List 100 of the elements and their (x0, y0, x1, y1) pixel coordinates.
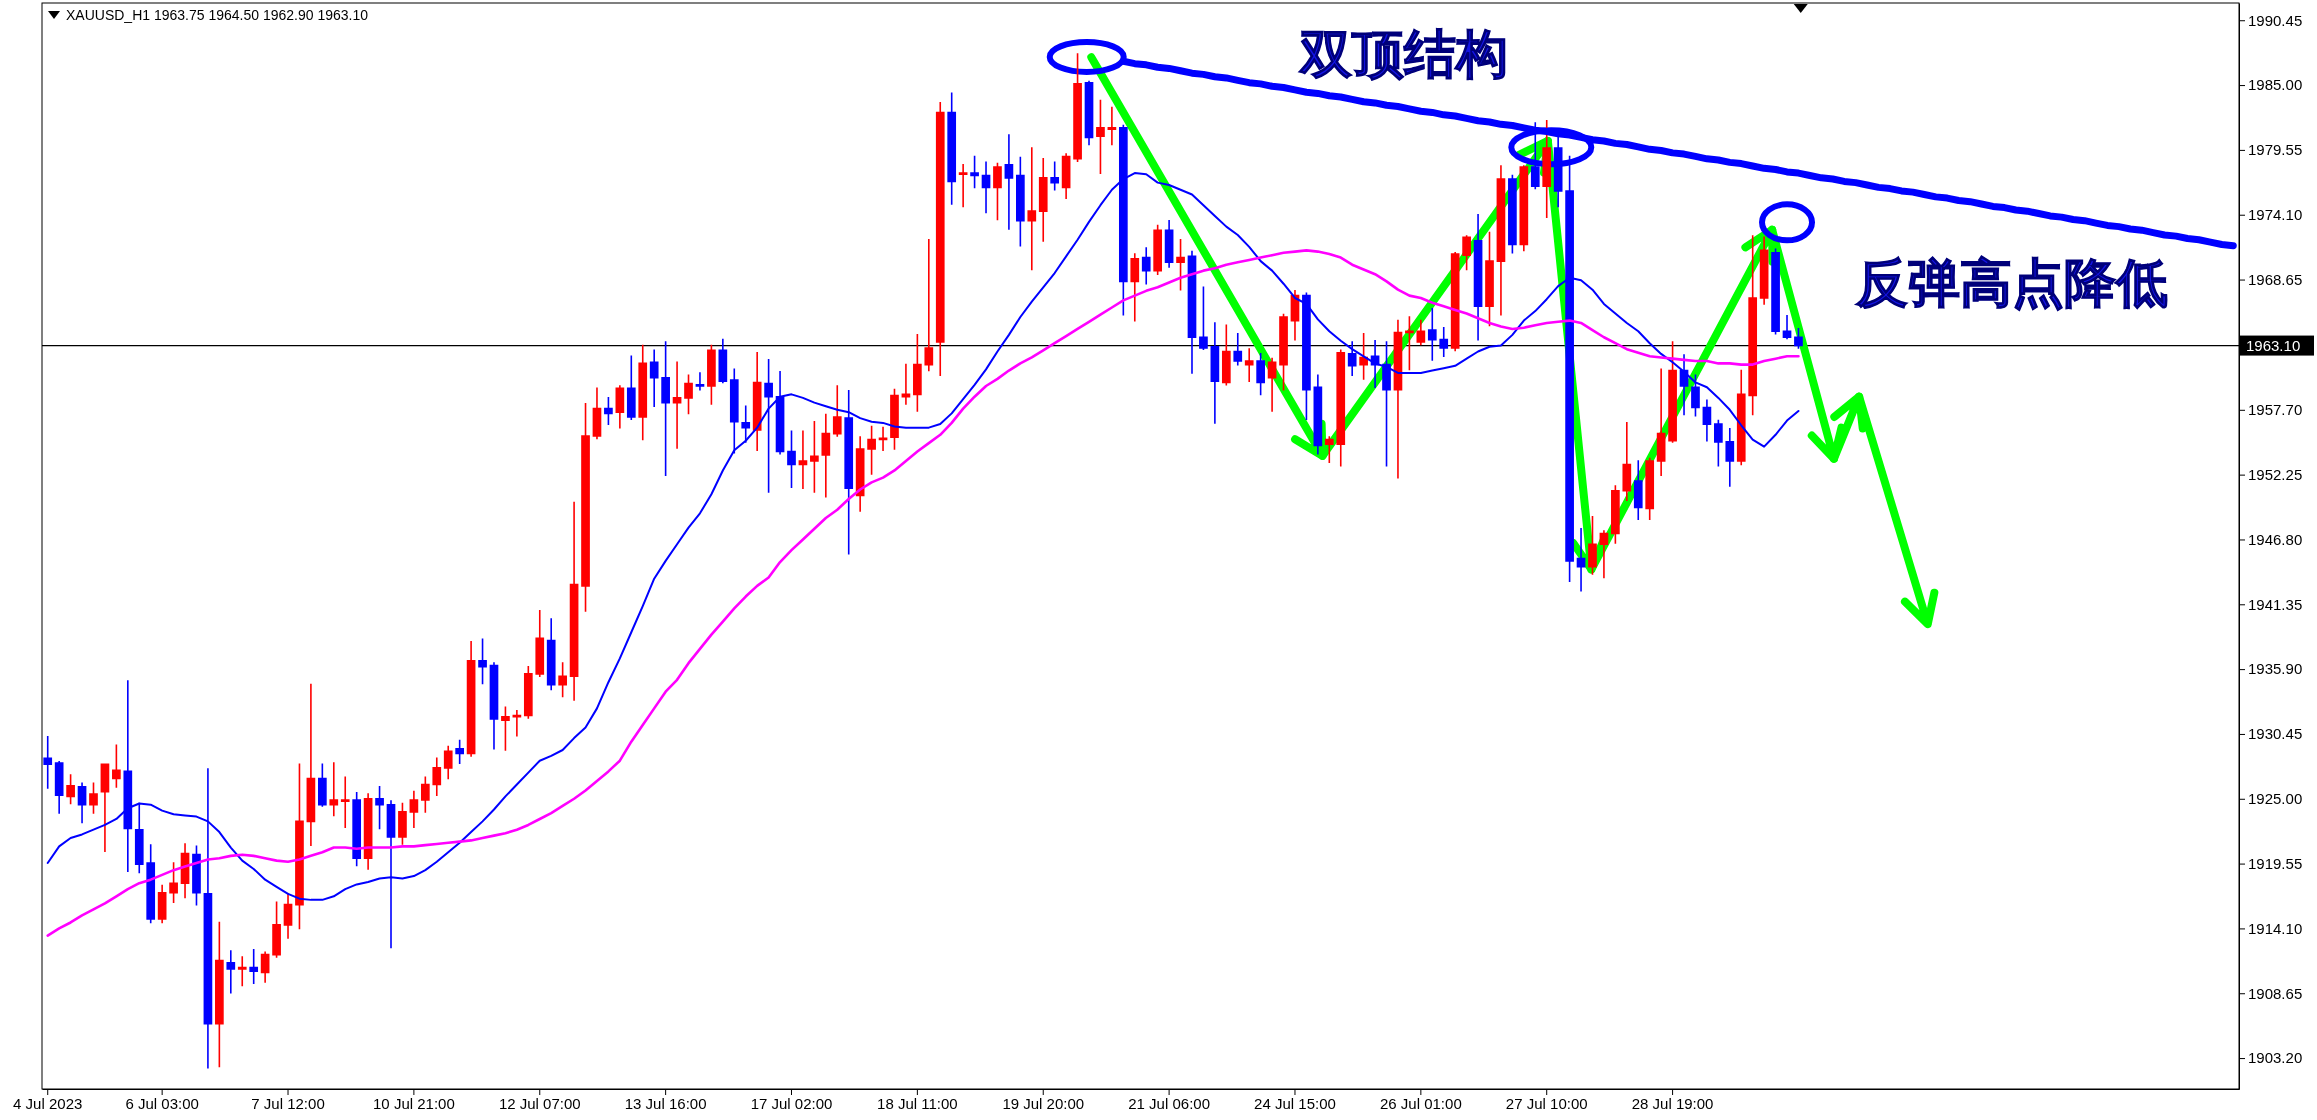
candlestick (855, 436, 865, 512)
candlestick (260, 951, 270, 983)
candlestick (329, 762, 339, 817)
candlestick (1611, 485, 1620, 544)
candlestick (420, 776, 430, 813)
candlestick (993, 162, 1002, 221)
y-tick-label: 1946.80 (2248, 530, 2303, 548)
annotation: 反弹高点降低 (1855, 254, 2169, 312)
candlestick (1359, 332, 1368, 380)
candlestick (970, 155, 979, 189)
candlestick (1279, 313, 1288, 391)
x-tick-label: 21 Jul 06:00 (1128, 1094, 1210, 1112)
candlestick (981, 161, 991, 214)
candlestick (1485, 231, 1494, 327)
candlestick (1542, 119, 1552, 218)
candlestick (134, 802, 144, 874)
candlestick (100, 763, 110, 852)
candlestick (924, 238, 934, 372)
candlestick (1313, 374, 1323, 455)
x-tick-label: 26 Jul 01:00 (1379, 1094, 1462, 1112)
candlestick (1725, 428, 1735, 487)
candlestick (878, 426, 888, 452)
candlestick (1153, 224, 1163, 275)
candlestick (787, 430, 796, 488)
candlestick (375, 786, 384, 830)
y-tick-label: 1974.10 (2248, 206, 2303, 224)
y-tick-label: 1914.10 (2248, 919, 2303, 937)
candlestick (1382, 341, 1391, 467)
candlestick (455, 739, 465, 764)
x-tick-label: 24 Jul 15:00 (1254, 1094, 1336, 1112)
candlestick (146, 844, 156, 924)
candlestick (1702, 399, 1712, 442)
candlestick (1633, 460, 1643, 521)
y-tick-label: 1908.65 (2248, 984, 2303, 1002)
candlestick (512, 709, 522, 737)
candlestick (1016, 156, 1025, 247)
candlestick (890, 388, 899, 450)
candlestick (1210, 322, 1220, 424)
y-tick-label: 1957.70 (2248, 401, 2303, 419)
x-tick-label: 7 Jul 12:00 (251, 1094, 325, 1112)
candlestick (1004, 134, 1014, 230)
candlestick (821, 413, 831, 498)
candlestick (1141, 247, 1151, 285)
x-tick-label: 27 Jul 10:00 (1505, 1094, 1588, 1112)
candlestick (935, 102, 945, 377)
candlestick (810, 420, 819, 493)
y-tick-label: 1952.25 (2248, 465, 2303, 483)
candlestick (775, 370, 785, 455)
candlestick (180, 843, 190, 899)
candlestick (237, 956, 247, 987)
x-tick-label: 13 Jul 16:00 (624, 1094, 707, 1112)
candlestick (1759, 236, 1769, 305)
x-tick-label: 28 Jul 19:00 (1631, 1094, 1714, 1112)
y-tick-label: 1930.45 (2248, 725, 2303, 743)
candlestick (1576, 527, 1586, 592)
x-tick-label: 17 Jul 02:00 (750, 1094, 833, 1112)
x-tick-label: 6 Jul 03:00 (125, 1094, 199, 1112)
x-tick-label: 18 Jul 11:00 (877, 1094, 958, 1112)
candlestick (1599, 530, 1609, 579)
candlestick (157, 884, 167, 924)
candlestick (1176, 238, 1185, 291)
candlestick (1405, 316, 1414, 371)
candlestick (1233, 332, 1243, 366)
candlestick (443, 745, 453, 780)
candlestick (832, 385, 842, 437)
candlestick (684, 374, 693, 415)
candlestick (752, 351, 762, 452)
candlestick (1794, 328, 1803, 349)
candlestick (546, 618, 556, 691)
candlestick (409, 790, 419, 829)
candlestick (741, 405, 751, 443)
y-tick-label: 1935.90 (2248, 660, 2303, 678)
candlestick (1130, 253, 1140, 322)
ref-line-label: 1963.10 (2246, 336, 2301, 354)
y-tick-label: 1903.20 (2248, 1049, 2303, 1067)
candlestick (1439, 326, 1449, 358)
candlestick (54, 761, 64, 814)
candlestick (1393, 319, 1403, 479)
candlestick (958, 163, 968, 208)
candlestick (272, 901, 281, 958)
candlestick (1691, 374, 1700, 417)
candlestick (1302, 292, 1311, 421)
candlestick (1061, 153, 1071, 199)
candlestick (558, 662, 567, 698)
candlestick (1107, 106, 1117, 146)
candlestick (1187, 250, 1197, 374)
candlestick (581, 403, 590, 612)
candlestick (1073, 53, 1082, 162)
y-tick-label: 1990.45 (2248, 11, 2303, 29)
candlestick (352, 792, 362, 867)
x-tick-label: 4 Jul 2023 (13, 1094, 83, 1112)
chart-title: XAUUSD_H1 1963.75 1964.50 1962.90 1963.10 (66, 7, 369, 23)
candlestick (535, 610, 545, 678)
candlestick (1496, 165, 1506, 316)
candlestick (649, 349, 659, 408)
y-tick-label: 1968.65 (2248, 270, 2303, 288)
candlestick (1771, 248, 1780, 335)
candlestick (398, 802, 407, 845)
candlestick (1221, 324, 1231, 386)
candlestick (295, 763, 304, 930)
